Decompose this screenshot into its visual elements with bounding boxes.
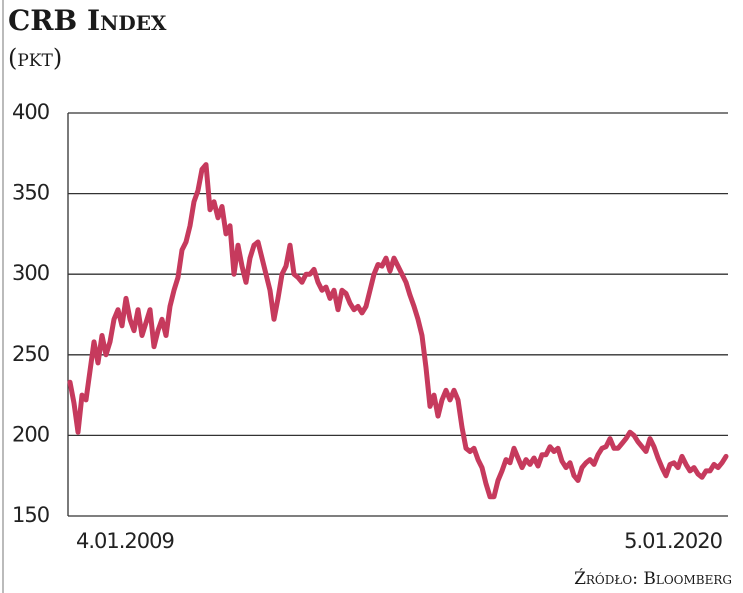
chart-subtitle: (pkt): [8, 44, 62, 72]
chart-title: CRB Index: [8, 4, 167, 37]
y-tick-label: 250: [12, 342, 49, 366]
y-tick-label: 150: [12, 503, 49, 527]
data-line: [67, 162, 729, 500]
y-tick-label: 300: [12, 261, 49, 285]
source: Źródło: Bloomberg: [574, 568, 732, 589]
x-tick-label: 5.01.2020: [624, 529, 722, 553]
y-tick-label: 400: [12, 100, 49, 124]
y-tick-label: 200: [12, 422, 49, 446]
x-tick-label: 4.01.2009: [76, 529, 174, 553]
y-tick-label: 350: [12, 181, 49, 205]
